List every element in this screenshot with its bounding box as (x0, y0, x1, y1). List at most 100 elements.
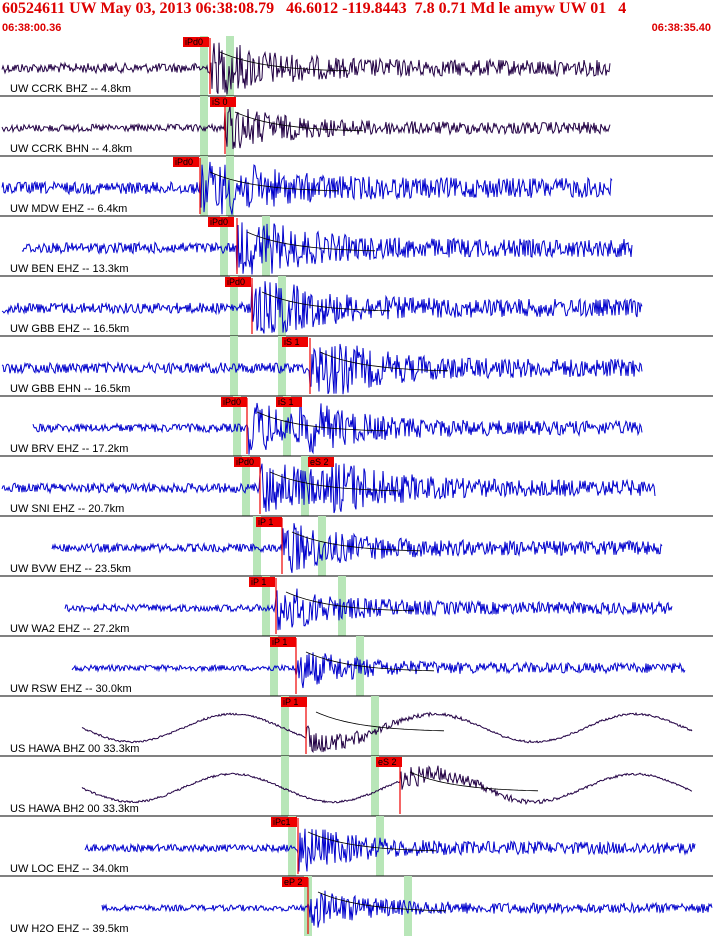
pick-label: iPd0 (185, 37, 203, 47)
coda-curve (256, 411, 386, 432)
pick-label: iP 1 (258, 517, 273, 527)
s-window-band (371, 756, 379, 816)
s-window-band (226, 96, 234, 156)
start-time-label: 06:38:00.36 (2, 22, 62, 34)
p-window-band (230, 336, 238, 396)
pick-label: eP 2 (284, 877, 302, 887)
pick-box (256, 517, 282, 527)
pick-label: iPd0 (210, 217, 228, 227)
coda-curve (219, 51, 349, 72)
waveform (1, 161, 613, 215)
pick-label: iS 1 (284, 337, 300, 347)
coda-curve (269, 471, 399, 492)
pick-box (221, 397, 247, 407)
pick-box (173, 157, 199, 167)
coda-curve (246, 231, 376, 252)
trace-row: eS 2 US HAWA BH2 00 33.3km (0, 756, 713, 817)
waveform (101, 890, 713, 928)
p-window-band (281, 756, 289, 816)
trace-row: iP 1 UW BVW EHZ -- 23.5km (0, 516, 713, 577)
station-label: UW BEN EHZ -- 13.3km (10, 263, 129, 275)
coda-curve (307, 831, 437, 852)
s-window-band (371, 696, 379, 756)
pick-label-2: iS 1 (278, 397, 294, 407)
p-window-band (200, 36, 208, 96)
station-label: UW LOC EHZ -- 34.0km (10, 863, 129, 875)
coda-curve (317, 891, 447, 912)
end-time-label: 06:38:35.40 (651, 22, 711, 34)
pick-label: iPd0 (175, 157, 193, 167)
pick-label: iPd0 (223, 397, 241, 407)
waveform (1, 281, 643, 334)
coda-curve (319, 351, 449, 372)
p-window-band (253, 516, 261, 576)
station-label: UW BVW EHZ -- 23.5km (10, 563, 131, 575)
waveform (1, 462, 656, 514)
seismogram-panel: iPd0 UW CCRK BHZ -- 4.8km iS 0 UW CCRK BHN … (0, 36, 713, 936)
pick-label: iP 1 (283, 697, 298, 707)
pick-label: iP 1 (251, 577, 266, 587)
pick-box (225, 277, 251, 287)
pick-box (249, 577, 275, 587)
p-window-band (262, 576, 270, 636)
coda-curve (285, 591, 415, 612)
pick-box (281, 697, 307, 707)
coda-curve (234, 111, 364, 132)
s-window-band (376, 816, 384, 876)
pick-label: eS 2 (378, 757, 397, 767)
coda-curve (315, 711, 445, 732)
pick-label: iPd0 (227, 277, 245, 287)
p-window-band (220, 216, 228, 276)
coda-curve (409, 771, 539, 792)
p-window-band (270, 636, 278, 696)
station-label: UW CCRK BHZ -- 4.8km (10, 83, 131, 95)
waveform (84, 828, 696, 872)
pick-label: iPc1 (273, 817, 291, 827)
waveform (71, 652, 686, 689)
s-window-band (226, 156, 234, 216)
waveform (64, 588, 673, 631)
trace-row: iPd0 UW GBB EHZ -- 16.5km (0, 276, 713, 337)
pick-box (271, 817, 297, 827)
pick-box (208, 217, 234, 227)
pick-box (376, 757, 402, 767)
s-window-band (278, 336, 286, 396)
event-header: 60524611 UW May 03, 2013 06:38:08.79 46.… (0, 0, 713, 36)
p-window-band (233, 396, 241, 456)
trace-row: iS 1 UW GBB EHN -- 16.5km (0, 336, 713, 397)
station-label: UW MDW EHZ -- 6.4km (10, 203, 127, 215)
station-label: UW GBB EHN -- 16.5km (10, 383, 130, 395)
trace-row: iPd0 UW CCRK BHZ -- 4.8km (0, 36, 713, 97)
trace-row: iP 1 UW RSW EHZ -- 30.0km (0, 636, 713, 697)
pick-box (210, 97, 236, 107)
pick-box-2 (276, 397, 302, 407)
p-window-band (242, 456, 250, 516)
s-window-band (318, 516, 326, 576)
trace-row: iP 1 UW WA2 EHZ -- 27.2km (0, 576, 713, 637)
pick-box (282, 337, 308, 347)
s-window-band (226, 36, 234, 96)
station-label: UW H2O EHZ -- 39.5km (10, 923, 129, 935)
coda-curve (209, 171, 339, 192)
pick-label: iP 1 (272, 637, 287, 647)
p-window-band (200, 156, 208, 216)
p-window-band (288, 816, 296, 876)
station-label: UW RSW EHZ -- 30.0km (10, 683, 132, 695)
trace-row: iPd0 UW BEN EHZ -- 13.3km (0, 216, 713, 277)
pick-box (270, 637, 296, 647)
trace-row: iPd0 UW MDW EHZ -- 6.4km (0, 156, 713, 217)
waveform (1, 104, 611, 150)
pick-label: iS 0 (212, 97, 228, 107)
trace-row: iP 1 US HAWA BHZ 00 33.3km (0, 696, 713, 757)
pick-box-2 (308, 457, 334, 467)
coda-curve (261, 291, 391, 312)
station-label: UW CCRK BHN -- 4.8km (10, 143, 132, 155)
pick-box (282, 877, 308, 887)
pick-box (234, 457, 260, 467)
s-window-band (404, 876, 412, 936)
station-label: UW SNI EHZ -- 20.7km (10, 503, 124, 515)
waveform (81, 765, 693, 806)
waveform (21, 222, 633, 275)
waveform (32, 401, 643, 455)
station-label: US HAWA BHZ 00 33.3km (10, 743, 139, 755)
